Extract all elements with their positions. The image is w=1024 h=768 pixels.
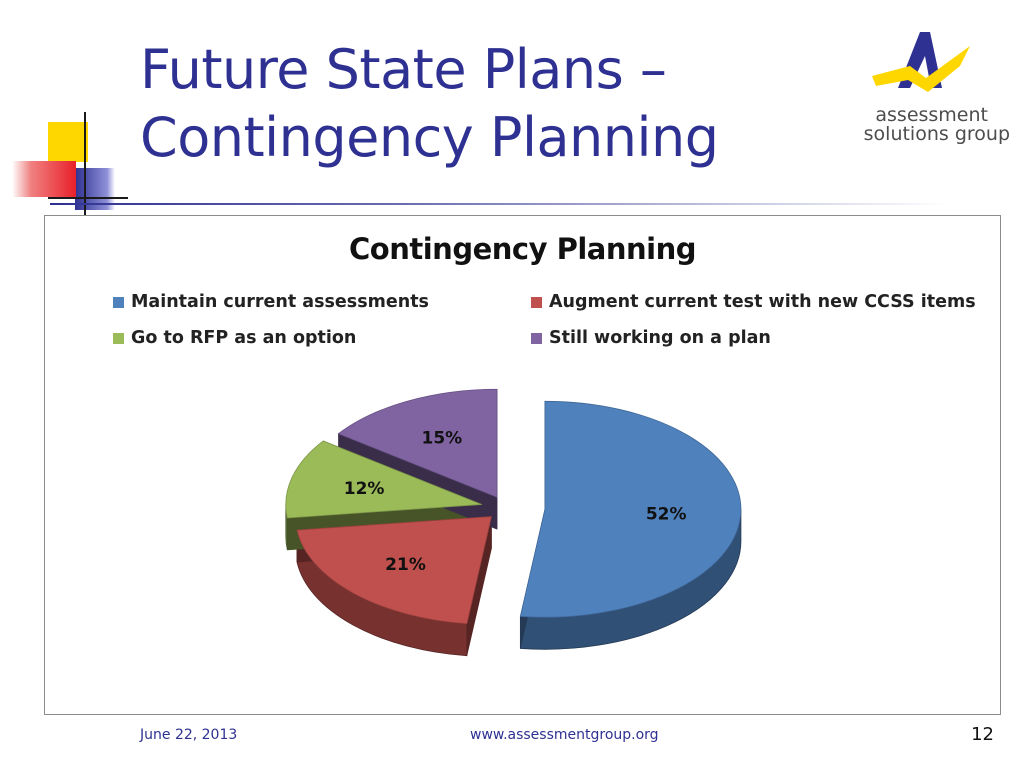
pie-slice-1 [519,400,742,618]
logo-text: assessment solutions group [830,106,1010,144]
logo-a-icon [872,32,970,92]
footer-date: June 22, 2013 [140,727,238,743]
chart-container: Contingency Planning Maintain current as… [44,215,1001,715]
legend-label-3: Go to RFP as an option [131,328,357,348]
legend-swatch-4 [531,332,542,344]
legend-item-2: Augment current test with new CCSS items [531,291,976,313]
slide-title: Future State Plans – Contingency Plannin… [140,36,800,172]
legend-swatch-2 [531,296,542,308]
legend-swatch-1 [113,296,124,308]
pie-slice-label-2: 21% [385,555,426,575]
deco-yellow-square [48,122,88,162]
legend-label-4: Still working on a plan [549,328,771,348]
logo-line-1: assessment [875,104,988,126]
slide-title-line-2: Contingency Planning [140,106,719,169]
pie-slice-4 [337,388,498,498]
pie-slice-label-1: 52% [646,505,687,525]
legend-swatch-3 [113,332,124,344]
pie-slice-label-4: 15% [421,429,462,449]
page-number: 12 [971,724,994,745]
logo-line-2: solutions group [863,123,1010,145]
legend-item-1: Maintain current assessments [113,291,429,313]
legend-label-1: Maintain current assessments [131,292,429,312]
legend-item-4: Still working on a plan [531,327,771,349]
deco-red-square [12,161,76,197]
slide-title-line-1: Future State Plans – [140,38,667,101]
pie-slice-3 [285,440,482,519]
deco-vertical-line [84,112,86,217]
deco-horizontal-line [48,197,128,199]
legend-item-3: Go to RFP as an option [113,327,356,349]
pie-slice-label-3: 12% [344,479,385,499]
pie-slice-2 [296,516,492,625]
footer-url: www.assessmentgroup.org [470,727,659,743]
company-logo: assessment solutions group [830,26,1010,156]
legend-label-2: Augment current test with new CCSS items [549,292,976,312]
title-divider [50,203,950,205]
chart-title: Contingency Planning [349,232,696,266]
pie-chart: 52% 21% 12% 15% [285,388,742,657]
